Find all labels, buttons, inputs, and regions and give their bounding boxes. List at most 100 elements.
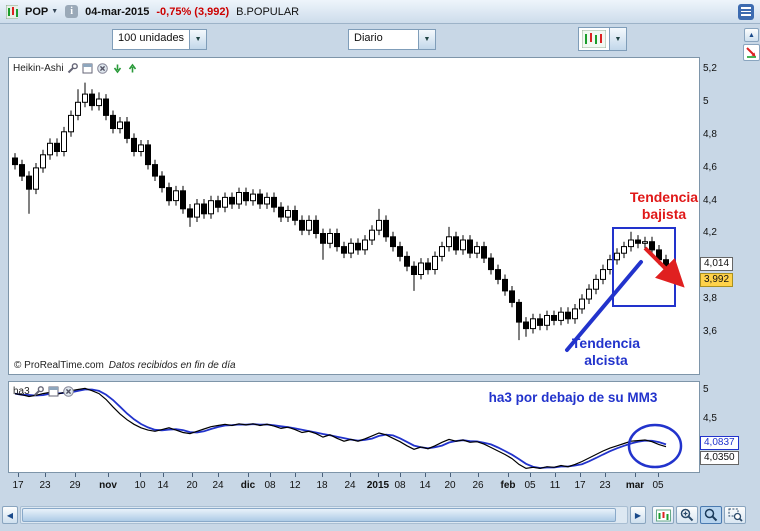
zoom-mode-button[interactable] (700, 506, 722, 524)
annotation-bullish-text[interactable]: Tendencia alcista (571, 335, 641, 368)
time-axis[interactable]: 17 23 29 nov 10 14 20 24 dic 08 12 18 24 2015 08 14 20 26… (0, 473, 760, 503)
menu-icon[interactable] (738, 3, 754, 20)
x-axis-label: mar (625, 480, 645, 491)
x-axis-tick (450, 473, 451, 477)
x-axis-label: 17 (12, 480, 24, 491)
x-axis-label: 2015 (366, 480, 390, 491)
x-axis-label: 20 (186, 480, 198, 491)
x-axis-tick (425, 473, 426, 477)
indicator-label: Heikin-Ashi (13, 62, 64, 74)
zoom-area-button[interactable] (724, 506, 746, 524)
x-axis-tick (478, 473, 479, 477)
scrollbar-thumb[interactable] (22, 508, 616, 522)
x-axis-label: 24 (344, 480, 356, 491)
y-axis-label: 4,8 (703, 129, 717, 140)
x-axis-label: 12 (289, 480, 301, 491)
close-icon[interactable] (63, 385, 75, 397)
main-chart-pane[interactable] (8, 57, 700, 375)
indicator-row-main: Heikin-Ashi (13, 62, 139, 74)
chart-logo-icon (6, 4, 18, 19)
info-icon[interactable]: i (65, 5, 79, 18)
x-axis-tick (508, 473, 509, 477)
y-axis-label: 3,8 (703, 293, 717, 304)
x-axis-tick (108, 473, 109, 477)
x-axis-tick (218, 473, 219, 477)
y-axis-label: 4,6 (703, 162, 717, 173)
scroll-up-button[interactable]: ▲ (744, 28, 759, 42)
y-axis-label: 5 (703, 384, 709, 395)
scroll-left-button[interactable]: ◀ (2, 506, 18, 524)
detach-window-icon[interactable] (48, 385, 60, 397)
scrollbar-track[interactable] (20, 506, 628, 524)
y-axis-label: 5 (703, 96, 709, 107)
x-axis-label: 05 (524, 480, 536, 491)
x-axis-tick (140, 473, 141, 477)
ha3-panel[interactable] (8, 381, 700, 473)
x-axis-tick (658, 473, 659, 477)
chart-style-button[interactable]: ▼ (578, 27, 627, 51)
timeframe-select[interactable]: Diario ▼ (348, 29, 436, 50)
price-tag-current: 3,992 (700, 273, 734, 287)
move-down-icon[interactable] (112, 62, 124, 74)
settings-wrench-icon[interactable] (67, 62, 79, 74)
x-axis-tick (270, 473, 271, 477)
indicator-row-ha3: ha3 (13, 385, 75, 397)
x-axis-tick (635, 473, 636, 477)
scroll-right-button[interactable]: ▶ (630, 506, 646, 524)
settings-wrench-icon[interactable] (33, 385, 45, 397)
chevron-down-icon[interactable]: ▼ (189, 30, 206, 49)
x-axis-tick (248, 473, 249, 477)
symbol-label: POP (25, 5, 49, 18)
top-toolbar: POP ▼ i 04-mar-2015 -0,75% (3,992) B.POP… (0, 0, 760, 24)
annotation-ha3-text[interactable]: ha3 por debajo de su MM3 (488, 390, 658, 405)
x-axis-label: 08 (394, 480, 406, 491)
chevron-down-icon[interactable]: ▼ (51, 8, 59, 15)
chart-style-icon (579, 28, 609, 50)
x-axis-tick (192, 473, 193, 477)
instrument-name: B.POPULAR (236, 5, 300, 18)
chevron-down-icon[interactable]: ▼ (609, 28, 626, 50)
copyright-text: Datos recibidos en fin de día (108, 360, 236, 371)
main-chart-canvas[interactable] (9, 58, 699, 374)
symbol-selector[interactable]: POP ▼ (25, 6, 58, 18)
x-axis-tick (350, 473, 351, 477)
timeframe-value: Diario (354, 32, 383, 44)
zoom-in-button[interactable] (676, 506, 698, 524)
ha3-canvas[interactable] (9, 382, 699, 472)
price-tag-last: 4,014 (700, 257, 734, 271)
close-icon[interactable] (97, 62, 109, 74)
chevron-down-icon[interactable]: ▼ (418, 30, 435, 49)
y-axis-label: 4,4 (703, 195, 717, 206)
x-axis-label: 29 (69, 480, 81, 491)
detach-window-icon[interactable] (82, 62, 94, 74)
ha3-tag-4,0837: 4,0837 (700, 436, 739, 450)
x-axis-tick (75, 473, 76, 477)
x-axis-tick (580, 473, 581, 477)
units-value: 100 unidades (118, 32, 185, 44)
x-axis-label: 05 (652, 480, 664, 491)
quote-change: -0,75% (3,992) (156, 5, 230, 18)
x-axis-tick (605, 473, 606, 477)
x-axis-tick (322, 473, 323, 477)
x-axis-label: 14 (157, 480, 169, 491)
reset-zoom-icon[interactable] (743, 44, 760, 61)
x-axis-label: feb (500, 480, 516, 491)
date-range-button[interactable] (652, 506, 674, 524)
x-axis-tick (530, 473, 531, 477)
move-up-icon[interactable] (127, 62, 139, 74)
x-axis-tick (45, 473, 46, 477)
units-select[interactable]: 100 unidades ▼ (112, 29, 207, 50)
x-axis-label: 11 (549, 480, 561, 491)
y-axis-label: 4,5 (703, 413, 717, 424)
x-axis-label: 23 (599, 480, 611, 491)
x-axis-label: 23 (39, 480, 51, 491)
x-axis-label: nov (99, 480, 117, 491)
ha3-label: ha3 (13, 385, 30, 397)
x-axis-label: 26 (472, 480, 484, 491)
quote-date: 04-mar-2015 (85, 5, 150, 18)
x-axis-label: 10 (134, 480, 146, 491)
x-axis-label: 24 (212, 480, 224, 491)
annotation-bearish-text[interactable]: Tendencia bajista (629, 189, 699, 222)
